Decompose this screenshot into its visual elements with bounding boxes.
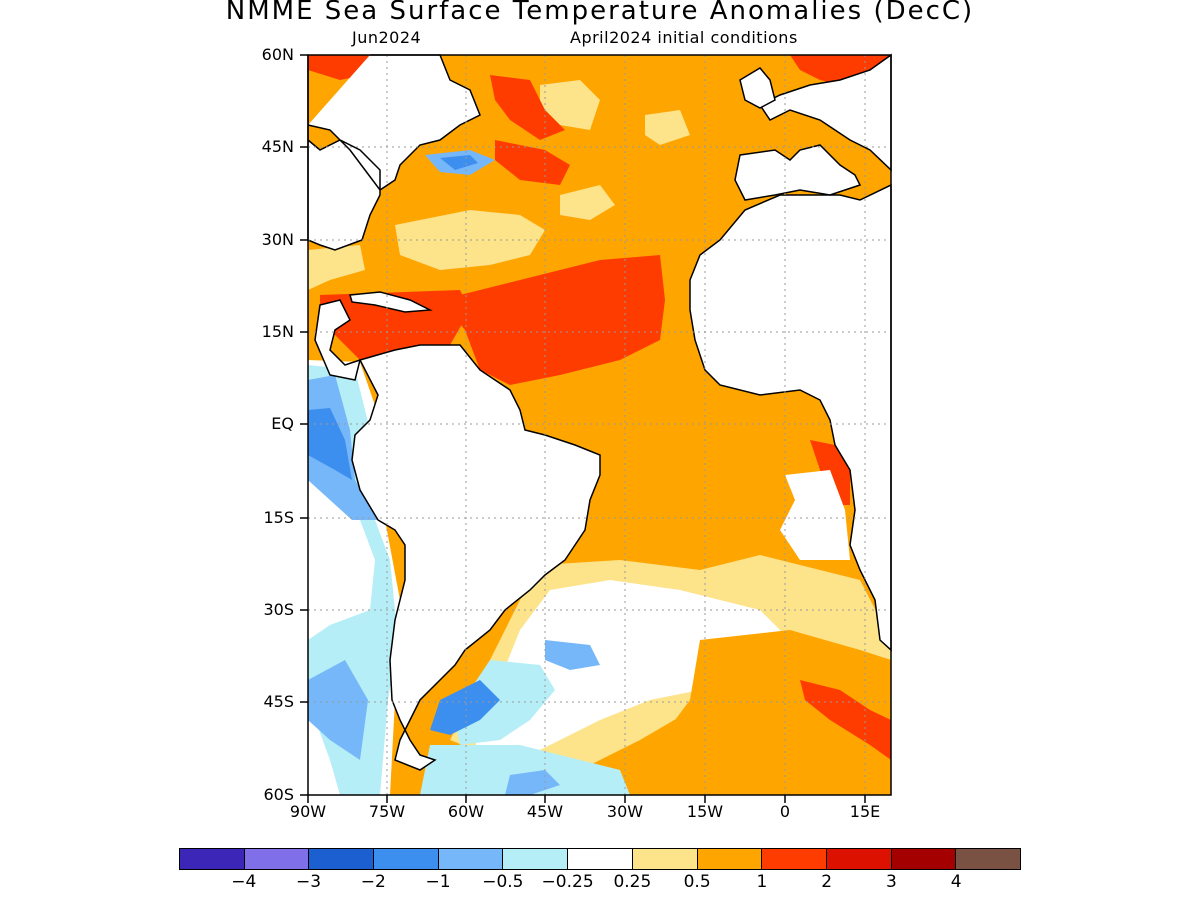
lat-label-45n: 45N xyxy=(261,137,294,156)
colorbar-swatch xyxy=(438,849,504,869)
forecast-month: Jun2024 xyxy=(352,28,422,47)
benguela-neutral xyxy=(780,470,850,560)
yucatan-land xyxy=(314,299,362,381)
north-atlantic-red-1 xyxy=(490,75,565,140)
colorbar-label: −1 xyxy=(425,872,451,892)
colorbar-swatch xyxy=(632,849,698,869)
axis-ticks xyxy=(300,54,866,803)
colorbar-swatch xyxy=(568,849,633,869)
south-atlantic-cool-3 xyxy=(430,680,500,735)
lon-label-60w: 60W xyxy=(447,802,485,821)
colorbar-label: −0.25 xyxy=(541,872,594,892)
tropical-atlantic-red xyxy=(440,255,665,385)
graticule xyxy=(308,55,891,795)
lon-label-0: 0 xyxy=(779,802,791,821)
colorbar-label: 0.5 xyxy=(683,872,711,892)
pacific-cool-region-2 xyxy=(308,408,352,480)
lon-label-15w: 15W xyxy=(686,802,724,821)
colorbar-label: −0.5 xyxy=(482,872,524,892)
europe-land xyxy=(758,53,892,172)
lat-label-eq: EQ xyxy=(271,414,294,433)
colorbar-swatch xyxy=(697,849,763,869)
lon-label-15e: 15E xyxy=(849,802,881,821)
colorbar-label: −2 xyxy=(360,872,386,892)
iberia-land xyxy=(734,144,862,201)
lat-label-60s: 60S xyxy=(263,785,294,804)
lon-label-30w: 30W xyxy=(606,802,644,821)
colorbar-label: 3 xyxy=(886,872,897,892)
lat-label-45s: 45S xyxy=(263,692,294,711)
colorbar-label: 2 xyxy=(821,872,833,892)
lon-label-75w: 75W xyxy=(368,802,406,821)
colorbar-label: 4 xyxy=(950,872,962,892)
north-atlantic-red-2 xyxy=(495,140,570,185)
north-america-land xyxy=(307,54,481,251)
gulf-of-maine-cool-2 xyxy=(440,155,478,170)
colorbar-swatch xyxy=(891,849,957,869)
colorbar-label: −4 xyxy=(231,872,257,892)
british-isles-land xyxy=(739,67,776,109)
south-atlantic-orange xyxy=(630,630,891,795)
lat-label-60n: 60N xyxy=(261,45,294,64)
africa-land xyxy=(689,183,892,652)
colorbar-label: −3 xyxy=(296,872,322,892)
south-atlantic-cool-1 xyxy=(545,640,600,670)
lat-label-15s: 15S xyxy=(263,508,294,527)
colorbar-swatch xyxy=(309,849,375,869)
colorbar-swatch xyxy=(244,849,310,869)
colorbar-swatch xyxy=(762,849,827,869)
colorbar-swatch xyxy=(503,849,569,869)
north-atlantic-yellow-4 xyxy=(645,110,690,145)
north-atlantic-yellow-3 xyxy=(540,80,600,130)
lat-label-15n: 15N xyxy=(261,322,294,341)
south-atlantic-cool-5 xyxy=(505,770,560,795)
colorbar-swatch xyxy=(956,849,1020,869)
south-america-land xyxy=(351,344,601,771)
lon-label-45w: 45W xyxy=(526,802,564,821)
caribbean-red xyxy=(320,290,470,360)
initial-conditions-label: April2024 initial conditions xyxy=(570,28,798,47)
plot-frame xyxy=(307,54,892,796)
north-atlantic-yellow-2 xyxy=(560,185,615,220)
lon-label-90w: 90W xyxy=(289,802,327,821)
cuba-land xyxy=(349,291,433,313)
colorbar-swatch xyxy=(826,849,892,869)
colorbar-label: 1 xyxy=(756,872,768,892)
south-atlantic-red xyxy=(800,680,891,760)
lat-label-30n: 30N xyxy=(261,230,294,249)
colorbar-swatch xyxy=(374,849,439,869)
colorbar xyxy=(179,848,1021,870)
lat-label-30s: 30S xyxy=(263,600,294,619)
south-atlantic-neutral xyxy=(470,580,790,760)
pacific-south-cool xyxy=(308,660,368,760)
south-atlantic-cool-4 xyxy=(420,745,630,795)
colorbar-swatch xyxy=(180,849,245,869)
gulf-yellow xyxy=(308,245,365,290)
colorbar-label: 0.25 xyxy=(613,872,652,892)
map-title: NMME Sea Surface Temperature Anomalies (… xyxy=(225,0,975,26)
